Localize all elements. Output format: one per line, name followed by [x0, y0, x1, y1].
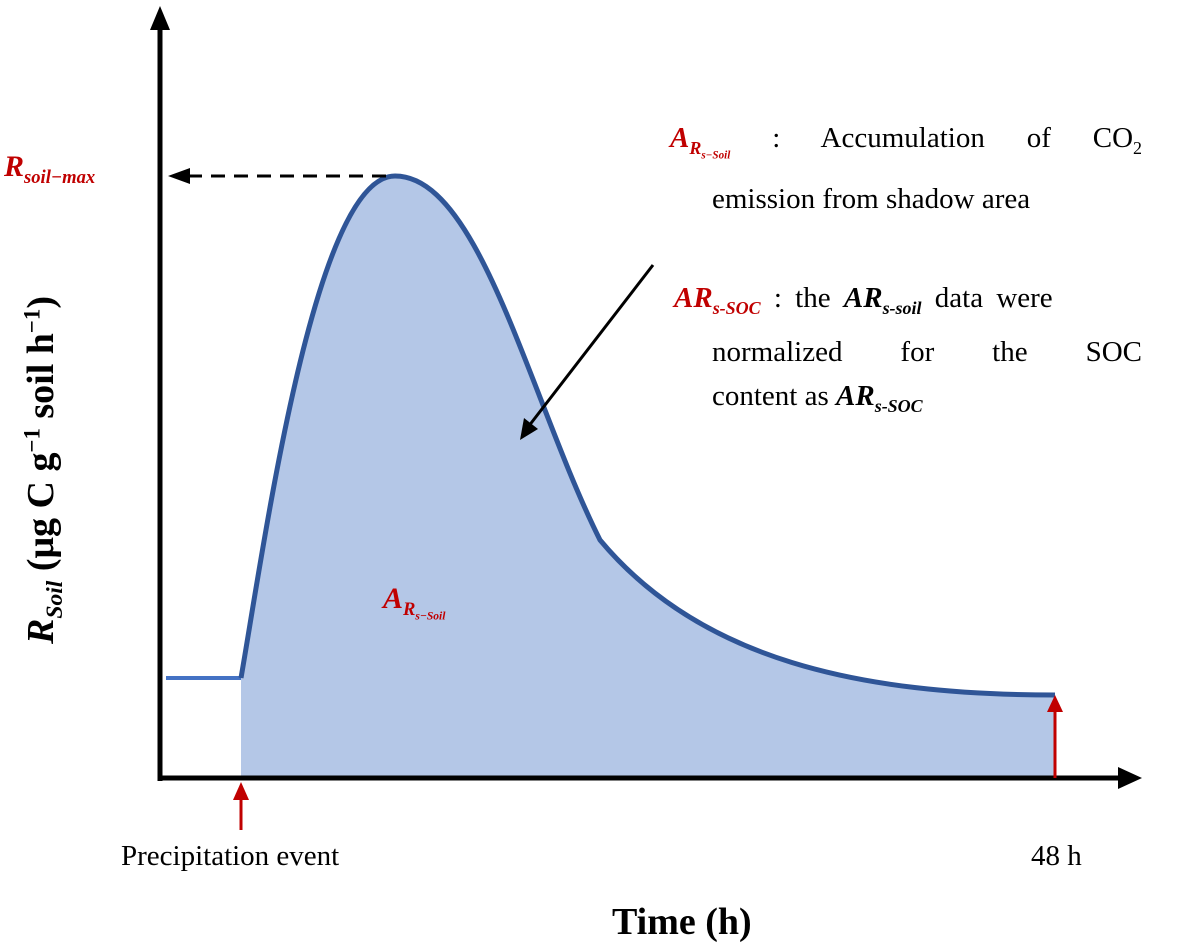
annotation-pointer	[523, 264, 655, 432]
y-axis-arrowhead	[150, 6, 170, 30]
annotation-normalized-line2: normalized for the SOC	[712, 335, 1142, 368]
rmax-label: Rsoil−max	[4, 150, 96, 188]
annotation-normalized-symbol: ARs-SOC	[674, 282, 761, 318]
precipitation-event-label: Precipitation event	[121, 840, 340, 872]
response-curve	[238, 173, 1056, 698]
x-axis-label: Time (h)	[612, 901, 752, 943]
annotation-accumulation: ARs−Soil : Accumulation of CO2 emission …	[670, 116, 1142, 221]
end-arrowhead	[1047, 695, 1063, 712]
peak-arrowhead	[168, 168, 190, 184]
precipitation-arrowhead	[233, 782, 249, 800]
annotation-accumulation-line1: ARs−Soil : Accumulation of CO2	[670, 122, 1142, 162]
annotation-pointer-arrowhead	[520, 418, 538, 440]
annotation-normalized: ARs-SOC : the ARs-soil data were normali…	[674, 276, 1142, 428]
annotation-accumulation-symbol: ARs−Soil	[670, 122, 731, 162]
end-time-label: 48 h	[1031, 840, 1082, 872]
annotation-normalized-line3: content as ARs-SOC	[712, 379, 923, 416]
accumulation-area	[241, 176, 1055, 778]
annotation-accumulation-line2: emission from shadow area	[712, 183, 1031, 216]
annotation-normalized-line1: ARs-SOC : the ARs-soil data were	[674, 282, 1053, 318]
y-axis-label: RSoil (μg C g−1 soil h−1)	[19, 296, 68, 644]
x-axis-arrowhead	[1118, 767, 1142, 789]
area-label: ARs−Soil	[383, 582, 446, 623]
